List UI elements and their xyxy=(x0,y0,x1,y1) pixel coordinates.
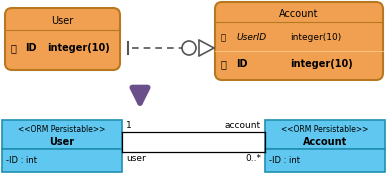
Text: 0..*: 0..* xyxy=(245,154,261,163)
Text: 1: 1 xyxy=(126,121,132,130)
Text: Account: Account xyxy=(279,9,319,19)
Bar xyxy=(2,149,122,172)
Text: <<ORM Persistable>>: <<ORM Persistable>> xyxy=(18,125,106,134)
Text: integer(10): integer(10) xyxy=(290,59,353,69)
FancyBboxPatch shape xyxy=(215,2,383,80)
Text: -ID : int: -ID : int xyxy=(6,156,37,165)
Text: account: account xyxy=(225,121,261,130)
FancyBboxPatch shape xyxy=(5,8,120,70)
Text: 🏛: 🏛 xyxy=(221,33,226,42)
Text: 🔑: 🔑 xyxy=(11,43,17,53)
Text: Account: Account xyxy=(303,137,347,147)
Text: 🔑: 🔑 xyxy=(221,59,227,69)
Text: integer(10): integer(10) xyxy=(47,43,110,53)
Text: <<ORM Persistable>>: <<ORM Persistable>> xyxy=(281,125,369,134)
Text: ID: ID xyxy=(25,43,36,53)
Text: User: User xyxy=(50,137,75,147)
Bar xyxy=(265,149,385,172)
Bar xyxy=(265,120,385,149)
Text: User: User xyxy=(51,16,74,26)
Text: -ID : int: -ID : int xyxy=(269,156,300,165)
Bar xyxy=(2,120,122,149)
Text: UserID: UserID xyxy=(236,33,266,42)
Text: user: user xyxy=(126,154,146,163)
Text: ID: ID xyxy=(236,59,248,69)
Text: integer(10): integer(10) xyxy=(290,33,341,42)
